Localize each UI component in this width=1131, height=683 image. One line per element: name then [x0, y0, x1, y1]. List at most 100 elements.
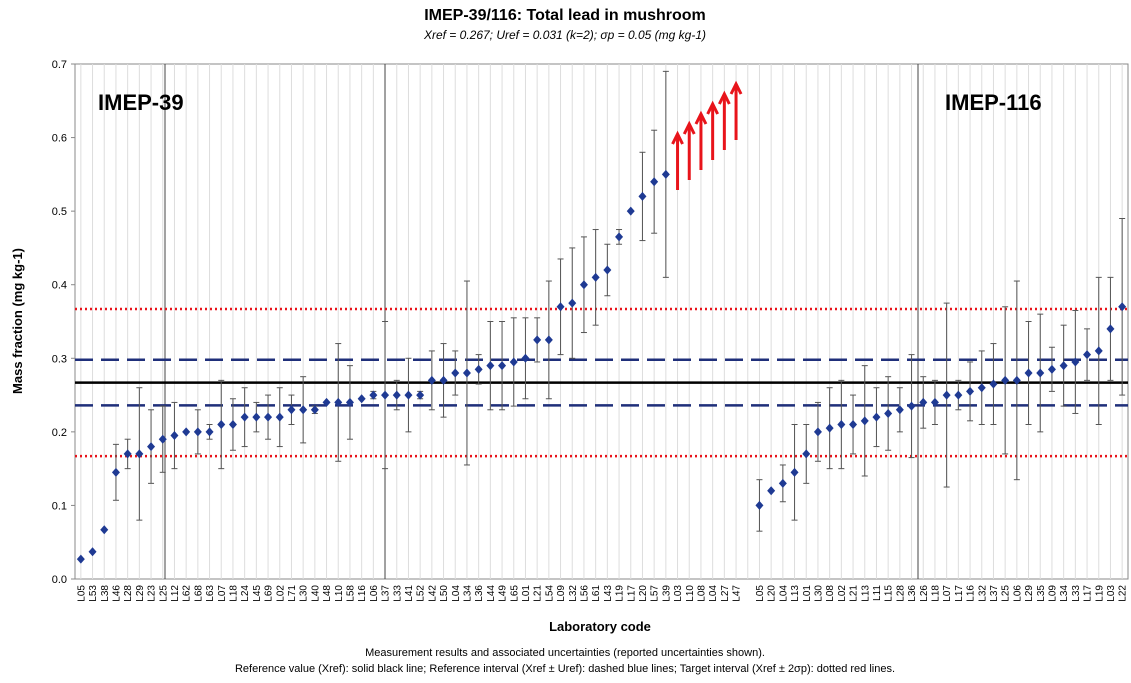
data-point [919, 397, 928, 407]
x-tick-label: L58 [345, 585, 356, 602]
data-point [287, 405, 296, 415]
y-tick-label: 0.4 [52, 280, 67, 292]
data-point [615, 232, 624, 242]
x-tick-label: L36 [474, 585, 485, 602]
x-tick-label: L17 [954, 585, 965, 602]
x-tick-label: L15 [884, 585, 895, 602]
x-tick-label: L19 [615, 585, 626, 602]
x-tick-label: L38 [100, 585, 111, 602]
x-tick-label: L16 [357, 585, 368, 602]
data-point [1001, 375, 1010, 385]
x-tick-label: L17 [1083, 585, 1094, 602]
data-point [193, 427, 202, 437]
footnote: Measurement results and associated uncer… [365, 647, 765, 659]
data-point [603, 265, 612, 275]
off-scale-arrowhead [694, 110, 708, 125]
x-tick-label: L18 [228, 585, 239, 602]
x-tick-label: L11 [872, 585, 883, 601]
x-tick-label: L20 [638, 585, 649, 602]
data-point [591, 272, 600, 282]
x-tick-label: L29 [135, 585, 146, 602]
data-point [1118, 302, 1127, 312]
x-tick-label: L19 [1094, 585, 1105, 602]
x-tick-label: L08 [696, 585, 707, 602]
annotation: IMEP-116 [945, 90, 1042, 115]
x-tick-label: L20 [767, 585, 778, 602]
x-tick-label: L03 [1106, 585, 1117, 602]
data-point [205, 427, 214, 437]
x-tick-label: L56 [579, 585, 590, 602]
x-axis-label: Laboratory code [549, 619, 651, 634]
data-point [357, 394, 366, 404]
data-point [790, 467, 799, 477]
footnote: Reference value (Xref): solid black line… [235, 663, 895, 675]
off-scale-arrowhead [671, 130, 684, 145]
data-point [100, 525, 109, 535]
x-tick-label: L37 [989, 585, 1000, 602]
data-point [381, 390, 390, 400]
data-point [755, 500, 764, 510]
x-tick-label: L54 [544, 585, 555, 602]
x-tick-label: L46 [111, 585, 122, 602]
x-tick-label: L69 [264, 585, 275, 602]
data-point [872, 412, 881, 422]
x-tick-label: L32 [977, 585, 988, 602]
data-point [322, 397, 331, 407]
chart-subtitle: Xref = 0.267; Uref = 0.031 (k=2); σp = 0… [423, 28, 706, 42]
data-point [345, 397, 354, 407]
x-tick-label: L34 [462, 585, 473, 602]
off-scale-arrowhead [682, 120, 696, 135]
data-point [439, 375, 448, 385]
data-point [521, 353, 530, 363]
x-tick-label: L57 [650, 585, 661, 602]
data-point [88, 547, 97, 557]
data-point [849, 420, 858, 429]
x-tick-label: L43 [603, 585, 614, 602]
x-tick-label: L45 [252, 585, 263, 602]
data-point [240, 412, 249, 422]
data-point [1012, 375, 1021, 385]
data-point [451, 368, 460, 378]
data-point [930, 397, 939, 407]
y-tick-label: 0.1 [52, 500, 67, 512]
x-tick-label: L09 [1047, 585, 1058, 602]
data-point [544, 335, 553, 345]
off-scale-arrowhead [718, 90, 731, 105]
x-tick-label: L52 [416, 585, 427, 602]
data-point [217, 420, 226, 429]
data-point [1024, 368, 1033, 378]
data-point [228, 420, 237, 429]
x-tick-label: L07 [942, 585, 953, 602]
data-point [884, 408, 893, 418]
x-tick-label: L04 [451, 585, 462, 602]
x-tick-label: L05 [755, 585, 766, 602]
data-point [158, 434, 167, 444]
data-point [275, 412, 284, 422]
x-tick-label: L34 [1059, 585, 1070, 602]
data-point [182, 427, 191, 437]
data-point [895, 405, 904, 415]
x-tick-label: L13 [860, 585, 871, 602]
x-tick-label: L36 [907, 585, 918, 602]
x-tick-label: L18 [930, 585, 941, 602]
x-tick-label: L05 [76, 585, 87, 602]
x-tick-label: L62 [182, 585, 193, 602]
data-point [1036, 368, 1045, 378]
data-point [1094, 346, 1103, 356]
data-point [579, 280, 588, 290]
x-tick-label: L12 [170, 585, 181, 602]
data-point [147, 442, 156, 452]
data-point [860, 416, 869, 426]
data-point [135, 449, 144, 459]
x-tick-label: L09 [556, 585, 567, 602]
x-tick-label: L26 [919, 585, 930, 602]
data-point [498, 361, 507, 371]
off-scale-arrowhead [729, 80, 743, 95]
x-tick-label: L25 [1001, 585, 1012, 602]
x-tick-label: L27 [720, 585, 731, 602]
y-tick-label: 0.6 [52, 133, 67, 145]
x-tick-label: L02 [275, 585, 286, 602]
x-tick-label: L47 [732, 585, 743, 602]
x-tick-label: L21 [533, 585, 544, 602]
